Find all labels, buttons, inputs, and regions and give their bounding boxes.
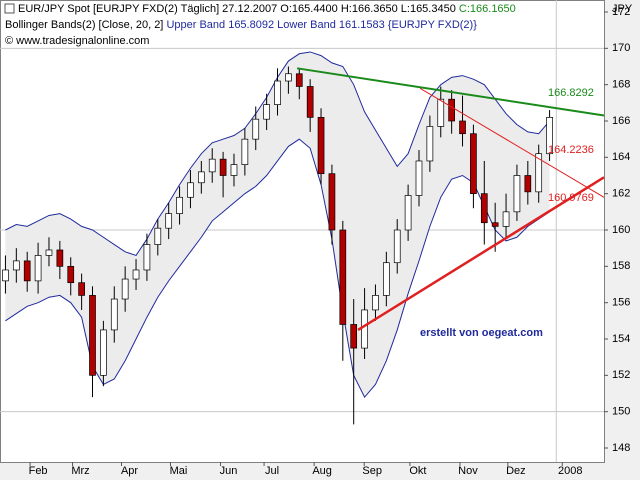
y-tick-label: 160 bbox=[612, 224, 630, 236]
y-tick-label: 166 bbox=[612, 115, 630, 127]
candle-body bbox=[132, 269, 140, 280]
y-tick-label: 148 bbox=[612, 442, 630, 454]
x-tick-label: Aug bbox=[312, 465, 332, 477]
candle-body bbox=[491, 222, 499, 227]
indicator-values: Upper Band 165.8092 Lower Band 161.1583 … bbox=[166, 19, 477, 31]
candle-body bbox=[502, 211, 510, 227]
y-tick-label: 170 bbox=[612, 42, 630, 54]
candle-body bbox=[67, 265, 75, 284]
x-tick-label: Sep bbox=[362, 465, 382, 477]
band-line bbox=[5, 138, 550, 399]
candle-body bbox=[176, 196, 183, 215]
candle-body bbox=[197, 171, 205, 184]
candle-body bbox=[154, 227, 162, 245]
candle-body bbox=[535, 153, 543, 193]
plot-layer: 166.8292 164.2236 160.9769 bbox=[0, 0, 605, 462]
y-tick-label: 162 bbox=[612, 188, 630, 200]
trendline-label: 160.9769 bbox=[548, 192, 594, 204]
candle-body bbox=[143, 244, 151, 271]
annotation: erstellt von oegeat.com bbox=[420, 327, 543, 339]
candle-body bbox=[165, 213, 173, 229]
candle-body bbox=[100, 329, 107, 376]
y-tick-label: 158 bbox=[612, 260, 630, 272]
candle-body bbox=[252, 118, 260, 140]
trendline bbox=[357, 176, 605, 331]
x-tick-label: Mai bbox=[170, 465, 188, 477]
x-tick-label: Jun bbox=[220, 465, 238, 477]
y-tick-label: 156 bbox=[612, 297, 630, 309]
x-tick-label: Okt bbox=[409, 465, 426, 477]
candle-body bbox=[274, 80, 281, 105]
y-tick-label: 168 bbox=[612, 79, 630, 91]
candle-body bbox=[110, 298, 118, 331]
candle-body bbox=[306, 86, 314, 118]
candle-body bbox=[230, 164, 238, 176]
candle-body bbox=[23, 260, 31, 282]
candle-body bbox=[295, 73, 303, 87]
candle-body bbox=[339, 229, 347, 325]
x-tick-label: Feb bbox=[29, 465, 48, 477]
x-tick-label: 2008 bbox=[558, 465, 582, 477]
y-tick-label: 164 bbox=[612, 151, 630, 163]
band-fill bbox=[5, 51, 550, 398]
candle-body bbox=[187, 182, 194, 198]
candle-body bbox=[372, 295, 379, 311]
candle-body bbox=[34, 255, 42, 282]
candle-body bbox=[404, 195, 412, 231]
candle-body bbox=[285, 73, 292, 82]
candle-body bbox=[513, 175, 521, 213]
y-tick-label: 154 bbox=[612, 333, 630, 345]
candle-body bbox=[437, 98, 445, 127]
candle-body bbox=[480, 193, 488, 224]
candle-body bbox=[56, 249, 64, 267]
candle-body bbox=[361, 309, 368, 349]
candle-body bbox=[470, 133, 477, 195]
candle-body bbox=[121, 278, 129, 300]
candle-body bbox=[45, 249, 53, 256]
chart-icon bbox=[4, 3, 15, 14]
x-tick-label: Apr bbox=[121, 465, 138, 477]
x-tick-label: Mrz bbox=[71, 465, 89, 477]
candle-body bbox=[524, 175, 532, 193]
header-main: EUR/JPY Spot [EURJPY FXD(2) Täglich] 27.… bbox=[18, 3, 456, 15]
candle-body bbox=[89, 295, 96, 376]
candle-body bbox=[263, 104, 270, 120]
trendline-label: 164.2236 bbox=[548, 144, 594, 156]
y-tick-label: 152 bbox=[612, 369, 630, 381]
candle-body bbox=[219, 158, 227, 176]
indicator-name: Bollinger Bands(2) [Close, 20, 2] bbox=[5, 19, 163, 31]
candle-body bbox=[459, 120, 466, 135]
trendline bbox=[419, 87, 605, 198]
trendline-label: 166.8292 bbox=[548, 87, 594, 99]
candle-body bbox=[78, 282, 85, 296]
x-tick-label: Dez bbox=[506, 465, 526, 477]
candle-body bbox=[12, 260, 20, 271]
y-tick-label: 172 bbox=[612, 6, 630, 18]
x-tick-label: Jul bbox=[265, 465, 279, 477]
candle-body bbox=[546, 117, 553, 155]
candle-body bbox=[350, 324, 358, 349]
candle-body bbox=[317, 117, 325, 175]
candle-body bbox=[328, 173, 336, 231]
indicator: Bollinger Bands(2) [Close, 20, 2] Upper … bbox=[5, 19, 477, 31]
trendline bbox=[296, 67, 605, 117]
header-close: C:166.1650 bbox=[459, 3, 516, 15]
candle-body bbox=[426, 126, 434, 162]
candle-body bbox=[448, 98, 455, 122]
candle-body bbox=[2, 269, 9, 282]
copyright: © www.tradesignalonline.com bbox=[5, 35, 149, 47]
y-axis-label: JPY bbox=[612, 3, 633, 15]
y-tick-label: 150 bbox=[612, 406, 630, 418]
candle-body bbox=[241, 138, 249, 165]
candle-body bbox=[393, 229, 401, 264]
candle-body bbox=[382, 262, 390, 296]
header: EUR/JPY Spot [EURJPY FXD(2) Täglich] 27.… bbox=[18, 3, 516, 15]
candle-body bbox=[208, 158, 216, 173]
candle-body bbox=[415, 160, 423, 196]
x-tick-label: Nov bbox=[458, 465, 478, 477]
